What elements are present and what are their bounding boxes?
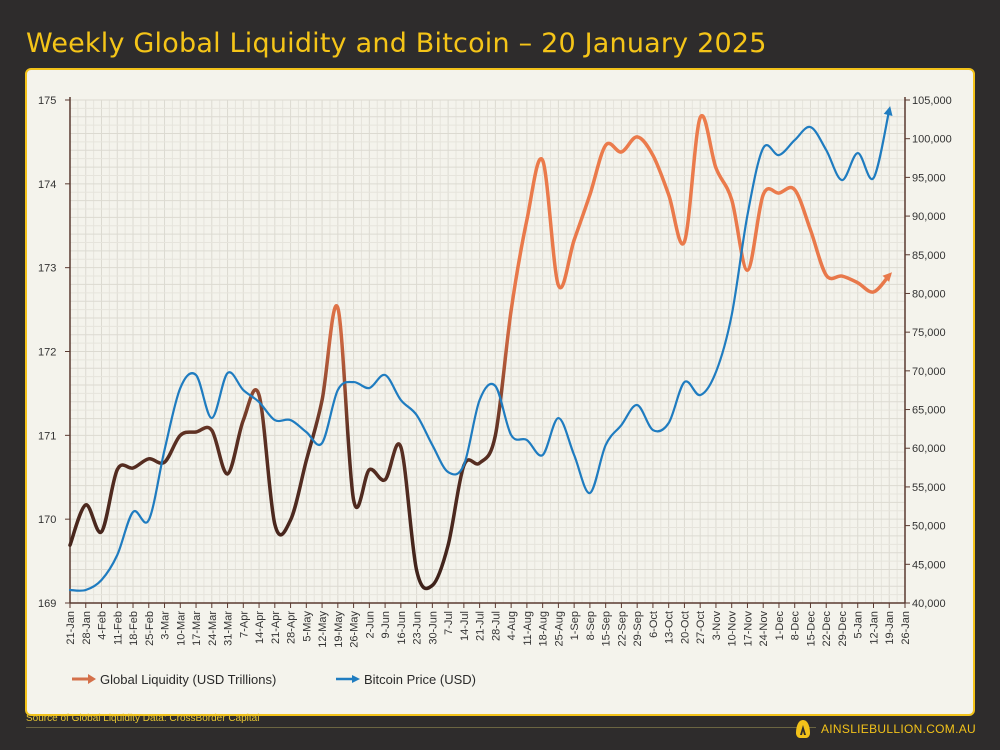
x-tick-label: 21-Jul (475, 611, 487, 641)
x-tick-label: 23-Jun (412, 611, 424, 645)
brand[interactable]: AINSLIEBULLION.COM.AU (795, 719, 976, 739)
x-tick-label: 11-Aug (522, 611, 534, 646)
legend-item-bitcoin: Bitcoin Price (USD) (336, 672, 476, 687)
x-tick-label: 19-Jan (884, 611, 896, 645)
x-tick-label: 6-Oct (648, 611, 660, 638)
x-tick-label: 1-Dec (774, 611, 786, 641)
footer-divider (26, 727, 816, 728)
legend-bitcoin-label: Bitcoin Price (USD) (364, 672, 476, 687)
x-tick-label: 14-Apr (254, 611, 266, 644)
x-tick-label: 5-May (301, 611, 313, 642)
x-tick-label: 28-Jul (490, 611, 502, 641)
x-tick-label: 10-Mar (175, 611, 187, 646)
right-tick-label: 80,000 (912, 288, 946, 300)
x-tick-label: 17-Mar (191, 611, 203, 646)
x-tick-label: 29-Sep (632, 611, 644, 646)
left-axis-tick-labels: 169 170 171 172 173 174 175 (38, 95, 70, 610)
right-tick-label: 50,000 (912, 521, 946, 533)
x-tick-label: 25-Aug (553, 611, 565, 646)
x-tick-label: 2-Jun (364, 611, 376, 639)
right-tick-label: 90,000 (912, 211, 946, 223)
x-tick-label: 18-Feb (128, 611, 140, 646)
right-tick-label: 40,000 (912, 598, 946, 610)
x-tick-label: 1-Sep (569, 611, 581, 640)
right-tick-label: 70,000 (912, 366, 946, 378)
x-tick-label: 27-Oct (695, 611, 707, 644)
legend: Global Liquidity (USD Trillions) Bitcoin… (72, 672, 476, 687)
x-tick-label: 8-Sep (585, 611, 597, 640)
x-tick-label: 18-Aug (538, 611, 550, 646)
x-tick-label: 26-Jan (900, 611, 912, 645)
arrow-icon (352, 675, 360, 683)
x-tick-label: 21-Jan (65, 611, 77, 645)
gridlines (69, 99, 906, 604)
x-tick-label: 20-Oct (679, 611, 691, 644)
right-tick-label: 95,000 (912, 172, 946, 184)
right-tick-label: 100,000 (912, 134, 952, 146)
x-tick-label: 12-May (317, 611, 329, 648)
left-tick-label: 173 (38, 263, 56, 275)
x-tick-label: 10-Nov (727, 611, 739, 647)
right-tick-label: 75,000 (912, 327, 946, 339)
right-tick-label: 105,000 (912, 95, 952, 107)
x-tick-label: 21-Apr (270, 611, 282, 644)
arrow-icon (88, 674, 96, 684)
legend-item-liquidity: Global Liquidity (USD Trillions) (72, 672, 276, 687)
x-tick-label: 8-Dec (790, 611, 802, 641)
legend-liquidity-label: Global Liquidity (USD Trillions) (100, 672, 276, 687)
x-tick-label: 15-Dec (805, 611, 817, 647)
left-tick-label: 174 (38, 179, 56, 191)
chart-title: Weekly Global Liquidity and Bitcoin – 20… (26, 28, 767, 59)
right-tick-label: 45,000 (912, 559, 946, 571)
global-liquidity-line (68, 113, 891, 591)
x-tick-label: 22-Dec (821, 611, 833, 647)
x-tick-label: 4-Aug (506, 611, 518, 640)
x-tick-label: 17-Nov (742, 611, 754, 647)
source-note: Source of Global Liquidity Data: CrossBo… (26, 713, 260, 724)
x-tick-label: 3-Nov (711, 611, 723, 641)
x-tick-label: 13-Oct (664, 611, 676, 644)
x-tick-label: 7-Jul (443, 611, 455, 635)
series-lines (68, 106, 893, 592)
brand-url[interactable]: AINSLIEBULLION.COM.AU (820, 722, 976, 736)
right-tick-label: 55,000 (912, 482, 946, 494)
x-tick-label: 24-Mar (207, 611, 219, 646)
x-tick-label: 3-Mar (160, 611, 172, 640)
x-tick-label: 24-Nov (758, 611, 770, 647)
x-tick-labels: 21-Jan 28-Jan 4-Feb 11-Feb 18-Feb 25-Feb 3-Mar… (65, 603, 912, 648)
x-tick-label: 28-Apr (286, 611, 298, 644)
x-tick-label: 29-Dec (837, 611, 849, 647)
bitcoin-price-line-arrowhead (883, 106, 893, 116)
x-tick-label: 26-May (349, 611, 361, 648)
x-tick-label: 5-Jan (853, 611, 865, 639)
left-tick-label: 170 (38, 514, 56, 526)
left-tick-label: 169 (38, 598, 56, 610)
left-tick-label: 171 (38, 430, 56, 442)
x-tick-label: 14-Jul (459, 611, 471, 641)
bitcoin-price-line (68, 108, 891, 592)
x-tick-label: 25-Feb (144, 611, 156, 646)
right-tick-label: 85,000 (912, 250, 946, 262)
x-tick-label: 16-Jun (396, 611, 408, 645)
x-tick-label: 31-Mar (223, 611, 235, 646)
right-tick-label: 65,000 (912, 405, 946, 417)
right-axis-tick-labels: 40,000 45,000 50,000 55,000 60,000 65,000 70,0… (905, 95, 952, 610)
x-tick-label: 11-Feb (112, 611, 124, 645)
x-tick-label: 12-Jan (868, 611, 880, 645)
x-tick-label: 22-Sep (616, 611, 628, 646)
x-tick-label: 15-Sep (601, 611, 613, 646)
right-tick-label: 60,000 (912, 443, 946, 455)
global-liquidity-line-arrowhead (882, 272, 892, 282)
x-tick-label: 30-Jun (427, 611, 439, 645)
ainslie-logo-icon (795, 720, 810, 738)
left-tick-label: 175 (38, 95, 56, 107)
x-tick-label: 19-May (333, 611, 345, 648)
x-tick-label: 28-Jan (81, 611, 93, 645)
x-tick-label: 9-Jun (380, 611, 392, 639)
x-tick-label: 7-Apr (238, 611, 250, 638)
x-tick-label: 4-Feb (97, 611, 109, 640)
left-tick-label: 172 (38, 347, 56, 359)
